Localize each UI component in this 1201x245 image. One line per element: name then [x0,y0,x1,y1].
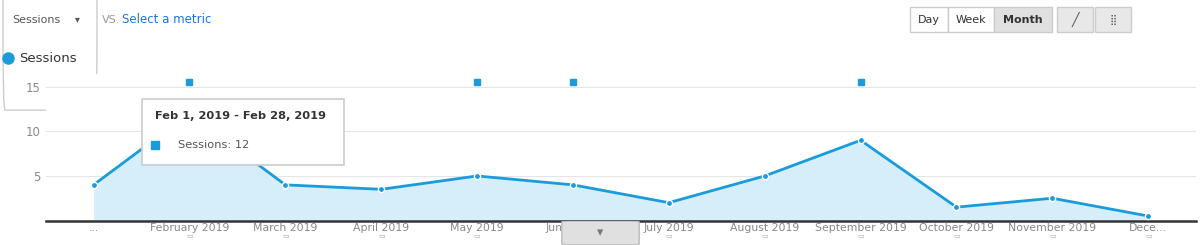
Text: ▾: ▾ [597,226,604,239]
Point [180,112,199,116]
Text: ⣿: ⣿ [1110,15,1117,24]
FancyBboxPatch shape [2,0,97,110]
Text: ▭: ▭ [665,232,673,238]
Text: ▭: ▭ [1145,232,1152,238]
Text: ▭: ▭ [954,232,960,238]
Bar [1057,7,1093,32]
Text: Sessions: Sessions [12,15,60,24]
Text: Sessions: Sessions [19,51,77,65]
Point [84,183,103,187]
Bar [1095,7,1131,32]
Point [371,187,390,191]
Point [276,183,295,187]
Point [1139,214,1158,218]
Point [946,205,966,209]
Text: ▾: ▾ [74,15,80,24]
Point [1042,196,1062,200]
Text: ▭: ▭ [858,232,864,238]
Point [563,183,582,187]
Text: ▭: ▭ [282,232,288,238]
Point [467,174,486,178]
Text: ▭: ▭ [186,232,193,238]
Point [755,174,775,178]
Text: Week: Week [956,15,986,24]
Text: Day: Day [918,15,940,24]
FancyBboxPatch shape [143,99,345,165]
Point [659,201,679,205]
Bar [910,7,948,32]
Text: VS.: VS. [102,15,120,24]
Bar [948,7,994,32]
Text: ▭: ▭ [761,232,769,238]
Text: ▭: ▭ [1048,232,1056,238]
Text: ▭: ▭ [378,232,384,238]
Text: Feb 1, 2019 - Feb 28, 2019: Feb 1, 2019 - Feb 28, 2019 [155,111,325,121]
Text: Sessions: 12: Sessions: 12 [178,140,250,150]
Point [852,138,871,142]
Text: Select a metric: Select a metric [123,13,211,26]
Text: ╱: ╱ [1071,12,1078,27]
Text: ▭: ▭ [569,232,576,238]
Text: Month: Month [1003,15,1042,24]
FancyBboxPatch shape [562,221,639,245]
Bar [994,7,1052,32]
Text: ▭: ▭ [473,232,480,238]
